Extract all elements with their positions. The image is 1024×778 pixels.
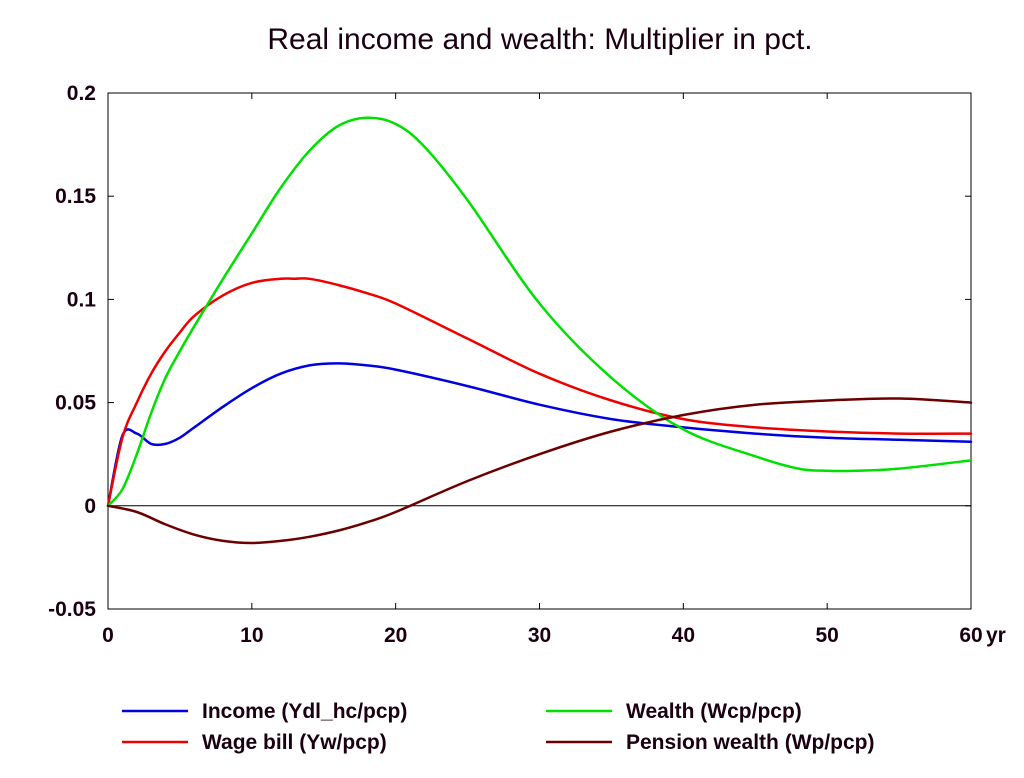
axes: -0.05 0 0.05 0.1 0.15 0.2 0 10 20 30 40 50 60 yr [48,82,1006,647]
chart-title: Real income and wealth: Multiplier in pc… [267,23,812,56]
y-tick-label: -0.05 [48,598,96,621]
series-line-wage-bill [106,277,973,508]
x-tick-label: 20 [384,624,407,647]
y-tick-label: 0.2 [67,82,96,105]
series-line-wealth [106,116,973,508]
x-tick-label: 50 [815,624,838,647]
y-tick-label: 0.15 [55,185,96,208]
x-tick-label: 40 [672,624,695,647]
series-line-income [106,362,973,508]
series-line-pension-wealth [106,397,973,545]
y-tick-label: 0.1 [67,288,97,311]
x-axis-unit-label: yr [986,624,1006,647]
x-tick-label: 0 [102,624,114,647]
legend-label-income: Income (Ydl_hc/pcp) [202,700,407,723]
y-tick-label: 0.05 [55,392,96,415]
y-tick-label: 0 [84,495,96,518]
x-tick-label: 60 [959,624,982,647]
x-tick-label: 30 [528,624,551,647]
legend-label-pension-wealth: Pension wealth (Wp/pcp) [626,731,875,754]
plot-frame [107,92,972,610]
legend: Income (Ydl_hc/pcp) Wage bill (Yw/pcp) Wea… [122,700,875,754]
plot-series [106,116,973,545]
x-tick-label: 10 [240,624,263,647]
legend-label-wealth: Wealth (Wcp/pcp) [626,700,802,723]
legend-label-wage-bill: Wage bill (Yw/pcp) [202,731,387,754]
